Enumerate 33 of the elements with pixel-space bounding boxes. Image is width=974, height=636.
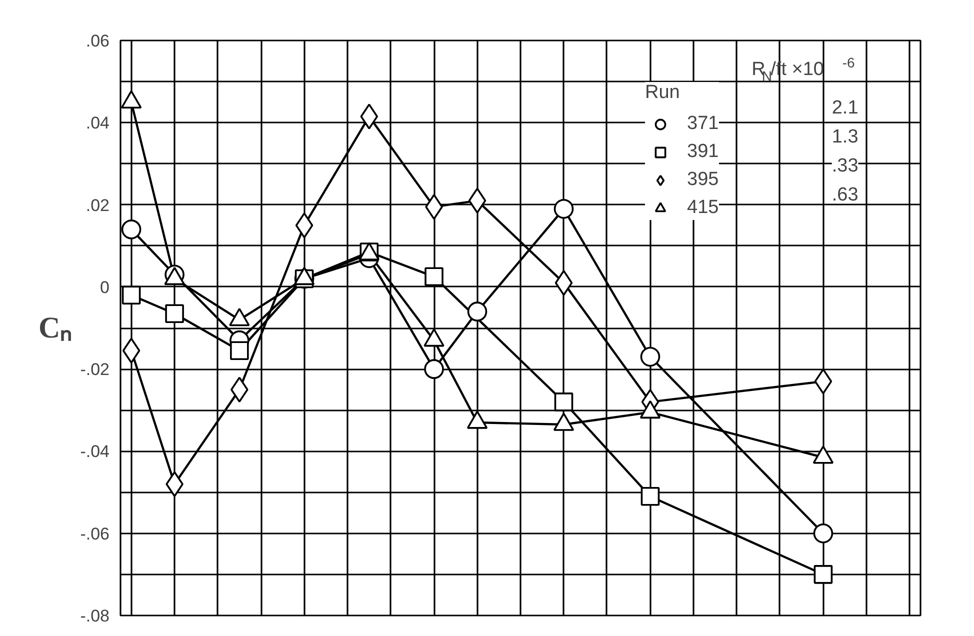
point [640,486,660,506]
y-tick-label: -.08 [80,606,110,626]
point [230,341,249,360]
point [121,220,142,240]
y-tick-label: 0 [100,278,110,297]
y-tick-label: -.02 [80,360,110,380]
point [360,104,378,130]
annotation: 2.1 [832,98,858,119]
y-tick-label: -.04 [80,442,110,462]
y-tick-label: .04 [86,114,110,133]
point [424,267,444,286]
point [813,523,834,544]
legend-label: 395 [687,168,719,192]
y-tick-label: .06 [86,32,110,50]
y-axis-title: Cₙ [38,312,72,344]
point [122,286,141,305]
annotation: 1.3 [832,126,858,148]
point [467,302,488,322]
legend-label: 391 [687,140,719,164]
point [554,392,574,412]
y-tick-label: .02 [86,196,110,215]
legend-title: Run [645,82,681,104]
point [640,346,660,367]
legend-label: 371 [687,112,719,136]
point [122,338,140,364]
y-tick-label: -.06 [80,524,110,544]
legend-label: 415 [687,196,719,220]
point [554,199,574,219]
annotation: .33 [832,156,858,177]
annotation: .63 [832,184,858,206]
point [165,304,184,324]
point [814,565,833,584]
point [424,359,444,379]
